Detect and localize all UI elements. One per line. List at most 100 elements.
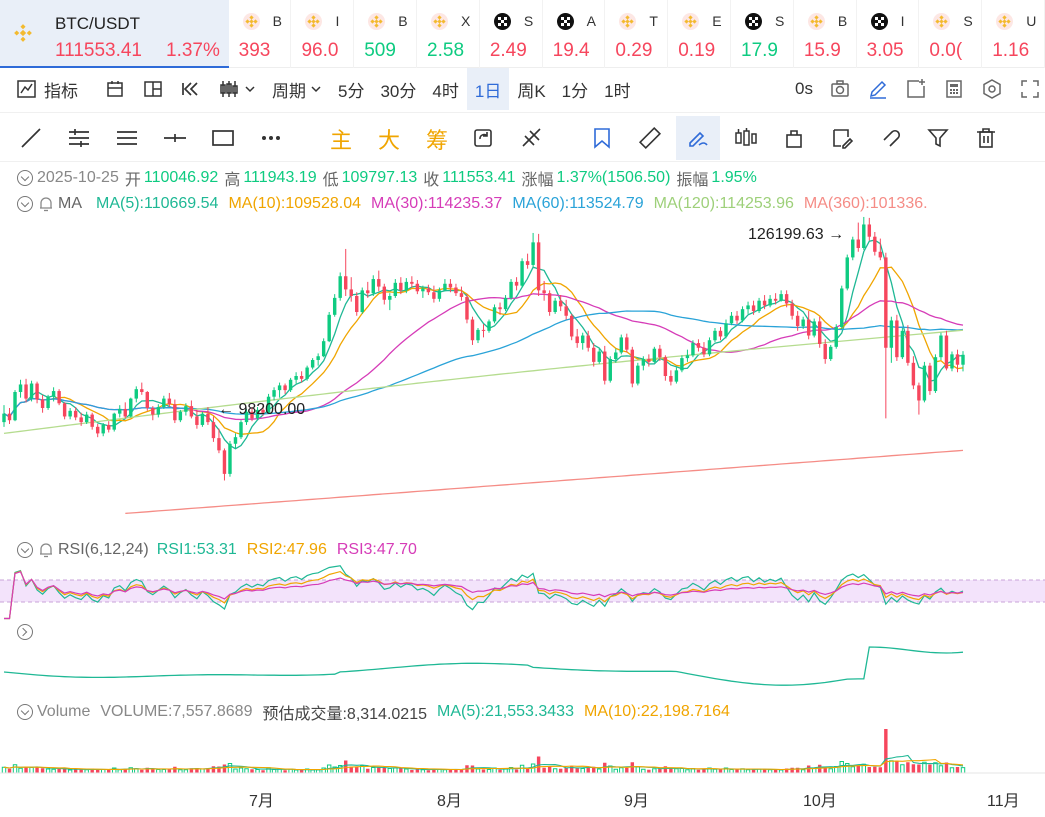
volume-bars: [1, 729, 966, 774]
candle-body: [817, 321, 822, 344]
channel-tool[interactable]: [105, 116, 149, 160]
filter-tool[interactable]: [916, 116, 960, 160]
fullscreen-button[interactable]: [1011, 68, 1045, 110]
horizontal-line-tool[interactable]: [153, 116, 197, 160]
candle-body: [812, 321, 816, 336]
volume-bar: [283, 770, 287, 773]
volume-bar: [217, 766, 221, 773]
brush-tool[interactable]: [676, 116, 720, 160]
indicator-button[interactable]: 指标: [0, 68, 86, 110]
candle-body: [140, 389, 144, 392]
candle-body: [195, 416, 199, 425]
bell-icon[interactable]: [37, 196, 55, 212]
settings-button[interactable]: [973, 68, 1011, 110]
magnet-snap-tool[interactable]: [868, 116, 912, 160]
rectangle-tool[interactable]: [201, 116, 245, 160]
ticker-item[interactable]: S 17.9: [731, 0, 794, 68]
candle-body: [107, 424, 111, 430]
trend-line-tool[interactable]: [9, 116, 53, 160]
ticker-item-name: S: [963, 13, 973, 29]
chip-button[interactable]: 筹: [426, 128, 449, 153]
candle-body: [51, 391, 56, 397]
bnb-icon: [305, 13, 323, 30]
candle-body: [867, 224, 872, 237]
replay-button[interactable]: [172, 68, 210, 110]
interval-tab[interactable]: 30分: [380, 81, 417, 101]
period-dropdown[interactable]: 周期: [264, 68, 330, 110]
candle-body: [338, 276, 342, 298]
more-tools-button[interactable]: [249, 116, 293, 160]
candle-body: [393, 282, 398, 296]
candle-body: [415, 283, 420, 292]
interval-tab[interactable]: 1时: [604, 81, 631, 101]
layout-button[interactable]: [134, 68, 172, 110]
ticker-item[interactable]: B 393: [229, 0, 292, 68]
chart-type-button[interactable]: [210, 68, 264, 110]
volume-bar: [519, 764, 525, 774]
collapse-icon[interactable]: [17, 170, 33, 186]
bars-tool[interactable]: [724, 116, 768, 160]
ruler-tool[interactable]: [628, 116, 672, 160]
main-force-button[interactable]: 主: [330, 128, 353, 153]
bnb-icon: [431, 13, 449, 30]
bell-icon[interactable]: [37, 542, 55, 558]
fullscreen-icon: [1021, 80, 1039, 98]
interval-tab[interactable]: 1分: [561, 81, 589, 101]
ticker-item[interactable]: S 2.49: [480, 0, 543, 68]
ticker-item[interactable]: T 0.29: [605, 0, 669, 68]
measure-tool[interactable]: [510, 116, 554, 160]
sub-indicator-path: [3, 646, 964, 686]
add-window-button[interactable]: [897, 68, 935, 110]
note-icon: [833, 129, 854, 149]
ticker-item[interactable]: B 509: [354, 0, 418, 68]
interval-tab[interactable]: 5分: [338, 81, 365, 101]
candle-body: [255, 409, 260, 419]
volume-bar: [206, 768, 210, 773]
screenshot-button[interactable]: [821, 68, 859, 110]
okx-icon: [493, 13, 511, 30]
candle-body: [757, 300, 761, 312]
interval-tab[interactable]: 周K: [517, 81, 546, 101]
bars-icon: [735, 128, 757, 146]
candle-body: [911, 362, 916, 386]
collapse-icon[interactable]: [17, 704, 33, 720]
candle-body: [222, 450, 227, 474]
candle-body: [751, 305, 756, 312]
calculator-button[interactable]: [935, 68, 973, 110]
candle-body: [24, 384, 28, 399]
interval-tab[interactable]: 1日: [466, 68, 510, 110]
volume-bar: [889, 760, 894, 774]
magnet-tool[interactable]: [580, 116, 624, 160]
ticker-item[interactable]: I 3.05: [857, 0, 920, 68]
candle-body: [217, 438, 221, 451]
delete-drawings-button[interactable]: [964, 116, 1008, 160]
camera-icon: [831, 80, 849, 97]
ticker-item[interactable]: B 15.9: [794, 0, 857, 68]
collapse-icon[interactable]: [17, 196, 33, 212]
collapse-icon[interactable]: [17, 542, 33, 558]
expand-icon[interactable]: [17, 624, 33, 640]
pencil-icon: [869, 80, 887, 99]
candle-body: [718, 330, 723, 337]
x-label-jul: 7月: [249, 793, 274, 810]
big-order-button[interactable]: 大: [378, 128, 401, 153]
volume-bar: [790, 767, 794, 773]
candle-body: [536, 242, 541, 291]
parallel-lines-tool[interactable]: [57, 116, 101, 160]
template-button[interactable]: [96, 68, 134, 110]
candle-body: [884, 257, 888, 348]
candle-body: [184, 406, 188, 412]
ticker-item[interactable]: S 0.0(: [919, 0, 983, 68]
volume-bar: [960, 767, 966, 774]
ticker-main-item[interactable]: BTC/USDT 111553.41 1.37%: [0, 0, 229, 68]
lock-tool[interactable]: [772, 116, 816, 160]
interval-tab[interactable]: 4时: [432, 81, 459, 101]
draw-toggle-button[interactable]: [859, 68, 897, 110]
ticker-item[interactable]: I 96.0: [291, 0, 355, 68]
ticker-item[interactable]: A 19.4: [543, 0, 606, 68]
ticker-item[interactable]: X 2.58: [417, 0, 480, 68]
note-tool[interactable]: [820, 116, 864, 160]
ticker-item[interactable]: E 0.19: [668, 0, 732, 68]
sync-tool[interactable]: [462, 116, 506, 160]
